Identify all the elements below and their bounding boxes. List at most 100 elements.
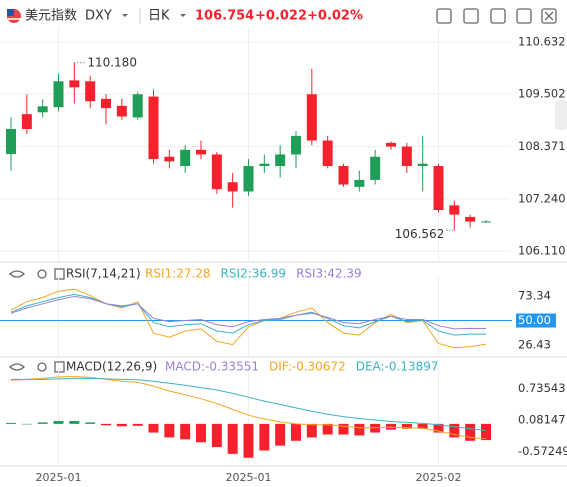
- macd-bar: [417, 423, 428, 429]
- candle-body: [291, 135, 301, 155]
- x-tick-label: 2025-01: [36, 471, 82, 484]
- reference-label: 50.00: [518, 313, 551, 327]
- x-tick-label: 2025-02: [416, 471, 462, 484]
- annotation-label: 110.180: [87, 55, 137, 69]
- macd-bar: [370, 423, 381, 433]
- tool-icon[interactable]: [516, 8, 532, 24]
- candle-body: [401, 146, 412, 167]
- macd-bar: [401, 423, 412, 429]
- candle-body: [227, 182, 238, 192]
- candle-body: [69, 80, 80, 88]
- y-tick-label: 0.73543: [518, 381, 566, 395]
- macd-bar: [433, 423, 444, 433]
- last-price: 106.754: [195, 9, 254, 24]
- macd-bar: [386, 423, 396, 430]
- legend-entry: RSI3:42.39: [296, 267, 362, 281]
- y-tick-label: 0.08147: [518, 412, 566, 426]
- legend-entry: RSI1:27.28: [145, 267, 211, 281]
- macd-bar: [275, 423, 286, 446]
- candle-body: [116, 105, 127, 117]
- indicator-icon[interactable]: [54, 361, 65, 373]
- instrument-name: 美元指数: [25, 9, 77, 24]
- toolbar: [436, 8, 557, 24]
- candle-body: [386, 142, 396, 147]
- y-tick-label: 106.110: [518, 244, 566, 258]
- macd-bar: [306, 423, 317, 438]
- annotation-label: 106.562: [395, 227, 445, 241]
- candle-body: [101, 98, 111, 109]
- macd-bar: [243, 423, 254, 458]
- tool-icon[interactable]: [436, 8, 452, 24]
- y-tick-label: 26.43: [518, 338, 551, 352]
- eye-icon[interactable]: [9, 363, 25, 371]
- gear-icon[interactable]: [37, 269, 47, 279]
- candle-body: [370, 156, 381, 180]
- candle-body: [164, 156, 175, 162]
- macd-bar: [291, 423, 301, 441]
- macd-bar: [53, 420, 64, 424]
- macd-bar: [338, 423, 349, 435]
- candle-body: [148, 96, 159, 160]
- macd-bar: [85, 422, 96, 424]
- candle-body: [37, 106, 48, 113]
- candle-body: [306, 94, 317, 141]
- candle-body: [354, 179, 365, 187]
- close-cross: [544, 11, 554, 21]
- tool-icon[interactable]: [463, 8, 479, 24]
- eye-icon[interactable]: [9, 270, 25, 278]
- price-change-pct: +0.02%: [307, 9, 363, 24]
- candle-body: [481, 221, 491, 223]
- macd-bar: [69, 420, 80, 424]
- candle-body: [53, 81, 64, 108]
- candle-body: [85, 81, 96, 102]
- symbol: DXY: [85, 9, 112, 24]
- legend-entry: DEA:-0.13897: [356, 360, 439, 374]
- candle-body: [449, 205, 460, 215]
- period[interactable]: 日K: [148, 9, 170, 24]
- legend-entry: RSI2:36.99: [221, 267, 287, 281]
- macd-bar: [354, 423, 365, 436]
- dropdown-arrow[interactable]: [180, 14, 186, 17]
- y-tick-label: 73.34: [518, 289, 551, 303]
- panel-icons: [9, 268, 65, 373]
- indicator-line: [11, 377, 487, 432]
- y-tick-label: 109.502: [518, 87, 566, 101]
- candle-body: [275, 154, 286, 167]
- macd-bar: [259, 423, 270, 451]
- candle-body: [338, 166, 349, 185]
- gear-icon[interactable]: [37, 362, 47, 372]
- dropdown-arrow[interactable]: [122, 14, 128, 17]
- y-tick-label: 107.240: [518, 191, 566, 205]
- candle-body: [417, 163, 428, 167]
- macd-bar: [180, 423, 191, 440]
- close-icon[interactable]: [541, 8, 557, 24]
- indicator-line: [10, 375, 487, 440]
- candle-body: [6, 128, 16, 154]
- indicator-line: [10, 295, 487, 330]
- indicator-icon[interactable]: [54, 268, 65, 280]
- indicator-line: [10, 288, 487, 349]
- macd-bar: [322, 423, 333, 435]
- macd-bar: [132, 423, 143, 426]
- candle-body: [132, 94, 143, 118]
- candle-body: [243, 166, 254, 192]
- rsi-title: RSI(7,14,21): [66, 267, 141, 281]
- macd-bar: [449, 423, 460, 438]
- candle-body: [465, 216, 476, 222]
- price-change: +0.022: [255, 9, 307, 24]
- macd-bar: [481, 423, 491, 441]
- macd-bar: [37, 422, 48, 424]
- candle-body: [259, 163, 270, 167]
- tool-icon[interactable]: [490, 8, 506, 24]
- macd-bar: [116, 423, 127, 427]
- macd-bar: [227, 423, 238, 454]
- candle-body: [180, 149, 191, 167]
- macd-title: MACD(12,26,9): [66, 360, 157, 374]
- macd-bar: [196, 423, 206, 443]
- scroll-handle[interactable]: [555, 100, 567, 130]
- flag: [7, 9, 21, 23]
- legend-entry: DIF:-0.30672: [269, 360, 346, 374]
- macd-bar: [101, 423, 111, 426]
- candle-body: [322, 140, 333, 167]
- candle-body: [211, 154, 222, 190]
